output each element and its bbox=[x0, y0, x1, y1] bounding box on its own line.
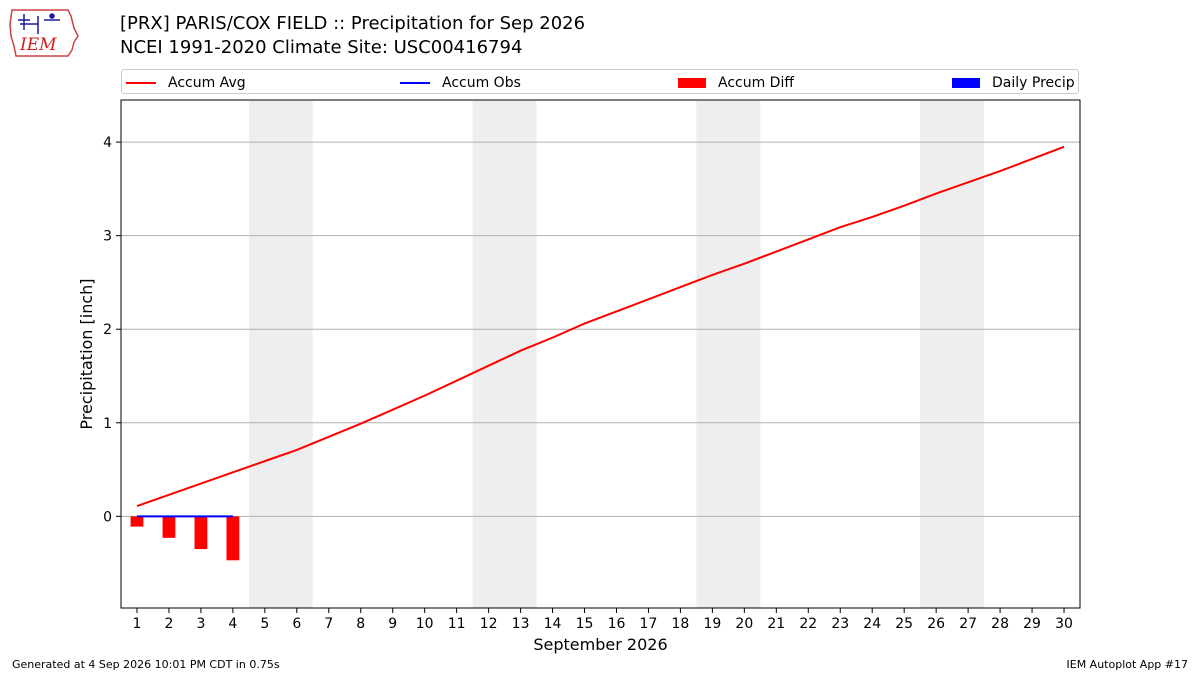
legend-label-accum-obs: Accum Obs bbox=[442, 74, 521, 91]
accum-diff-bar bbox=[130, 516, 144, 527]
title-line-1: [PRX] PARIS/COX FIELD :: Precipitation f… bbox=[120, 13, 586, 34]
logo-text: IEM bbox=[19, 35, 57, 55]
y-tick-label: 3 bbox=[103, 229, 112, 245]
x-tick-label: 23 bbox=[831, 616, 849, 632]
x-tick-label: 30 bbox=[1055, 616, 1073, 632]
accum-diff-bar bbox=[162, 516, 176, 538]
x-tick-label: 27 bbox=[959, 616, 977, 632]
x-tick-label: 14 bbox=[544, 616, 562, 632]
accum-avg-line bbox=[136, 145, 1065, 507]
x-tick-label: 3 bbox=[196, 616, 205, 632]
x-tick-label: 12 bbox=[480, 616, 498, 632]
y-tick-label: 4 bbox=[103, 135, 112, 151]
x-tick-label: 5 bbox=[260, 616, 269, 632]
plot-frame bbox=[120, 99, 1081, 609]
x-tick-label: 18 bbox=[672, 616, 690, 632]
weekend-shade bbox=[920, 100, 985, 608]
iem-logo: IEM bbox=[8, 6, 80, 60]
legend-swatch-accum-obs bbox=[400, 81, 430, 84]
x-tick-label: 1 bbox=[133, 616, 142, 632]
iem-iowa-logo-icon: IEM bbox=[9, 9, 79, 57]
y-tick-label: 0 bbox=[103, 509, 112, 525]
chart-title: [PRX] PARIS/COX FIELD :: Precipitation f… bbox=[120, 12, 585, 60]
legend: Accum Avg Accum Obs Accum Diff Daily Pre… bbox=[121, 69, 1079, 94]
x-tick-label: 10 bbox=[416, 616, 434, 632]
weekend-shade bbox=[696, 100, 761, 608]
x-tick-label: 17 bbox=[640, 616, 658, 632]
x-tick-label: 25 bbox=[895, 616, 913, 632]
x-tick-label: 15 bbox=[576, 616, 594, 632]
legend-swatch-daily-precip bbox=[952, 77, 980, 88]
weekend-shade bbox=[472, 100, 537, 608]
legend-label-daily-precip: Daily Precip bbox=[992, 74, 1075, 91]
accum-diff-bar bbox=[226, 516, 240, 561]
x-tick-label: 13 bbox=[512, 616, 530, 632]
y-axis-label: Precipitation [inch] bbox=[77, 278, 96, 429]
footer-app-text: IEM Autoplot App #17 bbox=[1066, 658, 1189, 671]
legend-item-daily-precip: Daily Precip bbox=[952, 70, 1075, 95]
x-tick-label: 20 bbox=[735, 616, 753, 632]
x-tick-label: 7 bbox=[324, 616, 333, 632]
footer-generated-text: Generated at 4 Sep 2026 10:01 PM CDT in … bbox=[12, 658, 280, 671]
x-tick-label: 11 bbox=[448, 616, 466, 632]
x-tick-label: 26 bbox=[927, 616, 945, 632]
y-tick-label: 1 bbox=[103, 416, 112, 432]
x-tick-label: 28 bbox=[991, 616, 1009, 632]
x-tick-label: 9 bbox=[388, 616, 397, 632]
x-tick-label: 16 bbox=[608, 616, 626, 632]
x-tick-label: 8 bbox=[356, 616, 365, 632]
x-tick-label: 2 bbox=[164, 616, 173, 632]
y-tick-label: 2 bbox=[103, 322, 112, 338]
x-tick-label: 6 bbox=[292, 616, 301, 632]
legend-item-accum-avg: Accum Avg bbox=[126, 70, 246, 95]
legend-swatch-accum-diff bbox=[678, 77, 706, 88]
title-line-2: NCEI 1991-2020 Climate Site: USC00416794 bbox=[120, 37, 523, 58]
x-tick-label: 19 bbox=[703, 616, 721, 632]
x-tick-label: 4 bbox=[228, 616, 237, 632]
weekend-shade bbox=[248, 100, 313, 608]
legend-label-accum-diff: Accum Diff bbox=[718, 74, 795, 91]
legend-item-accum-diff: Accum Diff bbox=[678, 70, 794, 95]
legend-item-accum-obs: Accum Obs bbox=[400, 70, 521, 95]
x-tick-label: 24 bbox=[863, 616, 881, 632]
x-tick-label: 21 bbox=[767, 616, 785, 632]
accum-diff-bar bbox=[194, 516, 208, 550]
legend-label-accum-avg: Accum Avg bbox=[168, 74, 246, 91]
x-tick-label: 29 bbox=[1023, 616, 1041, 632]
x-tick-label: 22 bbox=[799, 616, 817, 632]
legend-swatch-accum-avg bbox=[126, 81, 156, 84]
x-axis-label: September 2026 bbox=[533, 635, 667, 654]
